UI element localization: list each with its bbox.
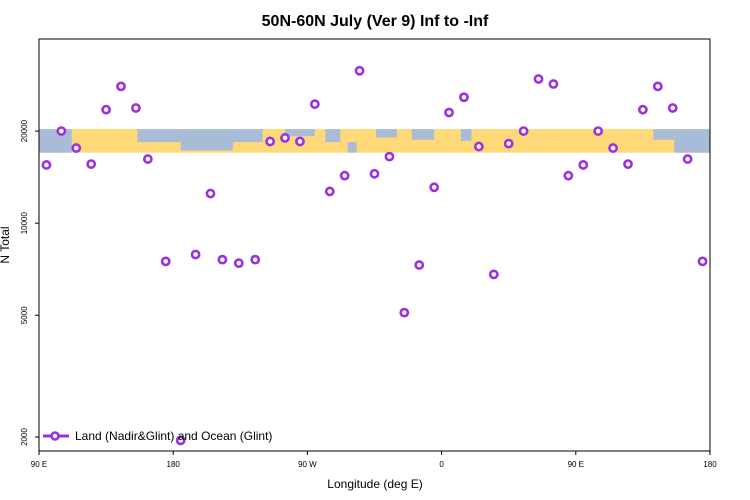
x-tick-label-2: 90 W xyxy=(298,460,317,469)
data-point-22 xyxy=(369,168,380,179)
map-ocean-7 xyxy=(375,129,397,138)
data-point-30 xyxy=(488,269,499,280)
map-ocean-5 xyxy=(347,142,357,153)
legend-marker xyxy=(50,431,60,441)
legend-label: Land (Nadir&Glint) and Ocean (Glint) xyxy=(75,429,272,443)
map-ocean-4 xyxy=(325,129,341,143)
data-point-40 xyxy=(638,104,648,115)
data-point-3 xyxy=(86,159,97,169)
data-point-17 xyxy=(295,136,305,147)
x-tick-label-3: 0 xyxy=(439,460,444,469)
data-point-5 xyxy=(116,81,126,92)
data-point-24 xyxy=(399,307,410,318)
data-point-2 xyxy=(71,143,82,153)
data-point-41 xyxy=(652,81,663,92)
map-ocean-10 xyxy=(674,129,710,153)
x-tick-label-1: 180 xyxy=(167,460,181,469)
map-ocean-11 xyxy=(653,129,675,140)
x-tick-label-4: 90 E xyxy=(568,460,584,469)
data-point-15 xyxy=(265,136,276,147)
data-points xyxy=(41,65,708,446)
data-point-0 xyxy=(41,160,52,170)
data-point-31 xyxy=(503,138,514,149)
data-point-21 xyxy=(354,65,365,76)
data-point-6 xyxy=(131,103,141,113)
data-point-13 xyxy=(233,258,244,269)
data-point-38 xyxy=(608,143,618,153)
data-point-43 xyxy=(682,154,693,164)
data-point-28 xyxy=(459,92,469,103)
data-point-9 xyxy=(175,435,186,446)
data-point-44 xyxy=(697,256,708,267)
data-point-39 xyxy=(623,159,633,169)
map-ocean-3 xyxy=(285,129,315,137)
map-ocean-1 xyxy=(137,129,263,143)
data-point-42 xyxy=(667,103,678,113)
y-tick-label-2: 10000 xyxy=(20,212,29,235)
data-point-23 xyxy=(384,151,395,162)
data-point-25 xyxy=(414,260,425,270)
map-ocean-0 xyxy=(39,129,72,153)
data-point-4 xyxy=(101,104,111,115)
data-point-26 xyxy=(429,182,440,193)
data-point-16 xyxy=(280,133,290,143)
legend: Land (Nadir&Glint) and Ocean (Glint) xyxy=(43,429,272,443)
data-point-18 xyxy=(309,99,320,110)
data-point-20 xyxy=(339,170,350,181)
y-axis-label: N Total xyxy=(0,226,12,263)
x-tick-label-0: 90 E xyxy=(31,460,47,469)
plot-frame xyxy=(38,38,711,452)
data-point-29 xyxy=(473,141,484,152)
data-point-32 xyxy=(518,126,529,136)
y-tick-label-1: 5000 xyxy=(20,306,29,324)
data-point-10 xyxy=(190,249,201,260)
x-tick-label-5: 180 xyxy=(703,460,717,469)
data-point-34 xyxy=(548,79,559,89)
data-point-14 xyxy=(250,254,261,265)
data-point-7 xyxy=(142,154,153,164)
world-map-band xyxy=(39,129,710,153)
chart-title: 50N-60N July (Ver 9) Inf to -Inf xyxy=(262,13,489,30)
data-point-36 xyxy=(578,160,589,170)
data-point-8 xyxy=(160,256,171,267)
data-point-27 xyxy=(444,107,454,118)
y-tick-label-0: 2000 xyxy=(20,428,29,446)
data-point-11 xyxy=(205,188,216,199)
data-point-19 xyxy=(324,186,335,197)
data-point-37 xyxy=(593,126,604,136)
map-ocean-8 xyxy=(460,129,472,141)
data-point-12 xyxy=(217,254,228,265)
map-ocean-2 xyxy=(180,142,233,151)
y-tick-label-3: 20000 xyxy=(20,119,29,142)
data-point-1 xyxy=(56,126,67,136)
y-axis-ticks: 2000 5000 10000 20000 xyxy=(20,119,39,446)
map-ocean-6 xyxy=(411,129,435,140)
x-axis-ticks: 90 E 180 90 W 0 90 E 180 xyxy=(31,451,717,469)
data-point-35 xyxy=(563,170,574,181)
data-point-33 xyxy=(533,74,544,84)
x-axis-label: Longitude (deg E) xyxy=(327,477,422,491)
